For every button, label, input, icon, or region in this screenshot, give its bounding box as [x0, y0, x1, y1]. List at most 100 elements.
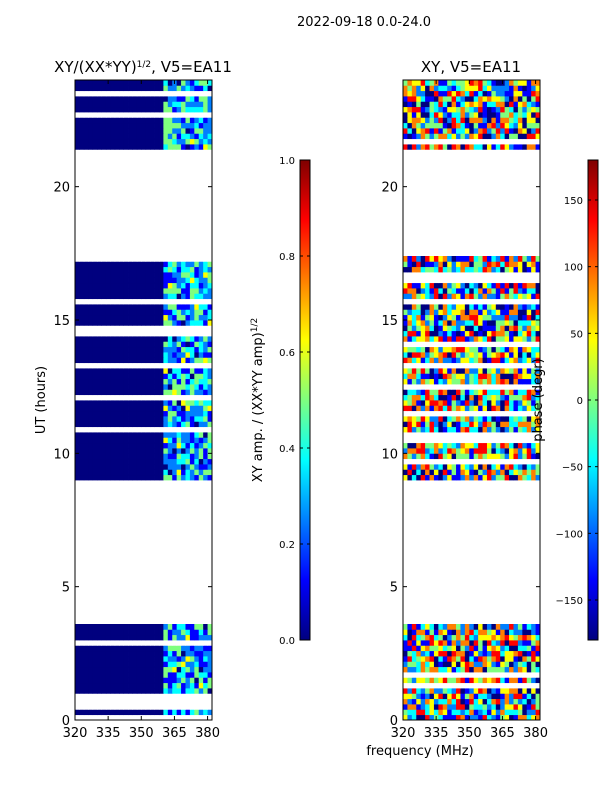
- heatmap-cell: [460, 666, 466, 673]
- heatmap-cell: [482, 677, 488, 684]
- heatmap-cell: [456, 117, 461, 124]
- heatmap-cell: [411, 80, 417, 86]
- heatmap-cell: [110, 698, 116, 705]
- heatmap-cell: [198, 352, 204, 358]
- heatmap-cell: [526, 362, 532, 369]
- heatmap-cell: [456, 405, 461, 412]
- heatmap-cell: [150, 85, 155, 92]
- heatmap-cell: [185, 405, 191, 412]
- heatmap-cell: [425, 112, 430, 118]
- heatmap-cell: [513, 698, 519, 705]
- heatmap-cell: [469, 624, 475, 630]
- heatmap-cell: [478, 298, 483, 305]
- heatmap-cell: [517, 298, 523, 305]
- heatmap-cell: [438, 341, 444, 348]
- heatmap-cell: [172, 640, 178, 646]
- heatmap-cell: [491, 106, 497, 113]
- colorbar-tick-label: 150: [564, 196, 583, 207]
- heatmap-cell: [403, 304, 408, 310]
- heatmap-cell: [185, 293, 191, 300]
- heatmap-cell: [75, 309, 80, 316]
- heatmap-cell: [101, 389, 107, 396]
- heatmap-cell: [429, 426, 435, 433]
- heatmap-cell: [456, 128, 461, 134]
- heatmap-cell: [531, 416, 536, 422]
- heatmap-cell: [123, 362, 129, 369]
- heatmap-cell: [145, 704, 151, 710]
- heatmap-cell: [535, 672, 540, 678]
- heatmap-cell: [491, 421, 497, 428]
- heatmap-cell: [105, 133, 111, 140]
- heatmap-cell: [464, 362, 470, 369]
- heatmap-cell: [167, 325, 173, 332]
- heatmap-cell: [167, 256, 173, 262]
- heatmap-cell: [141, 261, 147, 268]
- heatmap-cell: [535, 282, 540, 289]
- heatmap-cell: [176, 325, 182, 332]
- heatmap-cell: [460, 629, 466, 636]
- heatmap-cell: [433, 96, 439, 102]
- heatmap-cell: [88, 138, 94, 145]
- heatmap-cell: [123, 704, 129, 710]
- heatmap-cell: [513, 144, 519, 150]
- heatmap-cell: [158, 304, 164, 310]
- heatmap-cell: [92, 101, 98, 108]
- heatmap-cell: [526, 373, 532, 380]
- heatmap-cell: [123, 144, 129, 150]
- heatmap-cell: [132, 421, 138, 428]
- heatmap-cell: [185, 416, 191, 422]
- heatmap-cell: [136, 624, 142, 630]
- heatmap-cell: [79, 650, 85, 657]
- heatmap-cell: [110, 656, 116, 662]
- heatmap-cell: [517, 624, 523, 630]
- heatmap-cell: [172, 629, 178, 636]
- heatmap-cell: [189, 128, 195, 134]
- heatmap-cell: [136, 362, 142, 369]
- heatmap-cell: [176, 474, 182, 481]
- heatmap-cell: [198, 714, 204, 720]
- heatmap-cell: [158, 624, 164, 630]
- heatmap-cell: [513, 453, 519, 460]
- heatmap-cell: [504, 677, 510, 684]
- heatmap-cell: [486, 373, 492, 380]
- heatmap-cell: [447, 357, 453, 364]
- heatmap-cell: [207, 96, 212, 102]
- heatmap-cell: [123, 346, 129, 353]
- heatmap-cell: [464, 426, 470, 433]
- heatmap-cell: [79, 704, 85, 710]
- heatmap-cell: [438, 288, 444, 294]
- heatmap-cell: [203, 261, 208, 268]
- heatmap-cell: [132, 288, 138, 294]
- heatmap-cell: [167, 261, 173, 268]
- heatmap-cell: [513, 469, 519, 476]
- heatmap-cell: [114, 330, 120, 337]
- heatmap-cell: [482, 650, 488, 657]
- heatmap-cell: [442, 288, 448, 294]
- heatmap-cell: [145, 416, 151, 422]
- heatmap-cell: [114, 368, 120, 374]
- heatmap-cell: [141, 320, 147, 326]
- heatmap-cell: [482, 464, 488, 470]
- heatmap-cell: [531, 96, 536, 102]
- heatmap-cell: [526, 394, 532, 401]
- heatmap-cell: [456, 682, 461, 689]
- heatmap-cell: [176, 128, 182, 134]
- amplitude-axes-frame: [74, 79, 213, 721]
- heatmap-cell: [411, 261, 417, 268]
- heatmap-cell: [442, 298, 448, 305]
- heatmap-cell: [198, 698, 204, 705]
- heatmap-cell: [158, 709, 164, 716]
- heatmap-cell: [194, 373, 200, 380]
- heatmap-cell: [478, 421, 483, 428]
- heatmap-cell: [425, 378, 430, 385]
- heatmap-cell: [522, 373, 528, 380]
- heatmap-cell: [411, 634, 417, 641]
- heatmap-cell: [88, 85, 94, 92]
- heatmap-cell: [451, 362, 457, 369]
- heatmap-cell: [509, 266, 514, 273]
- heatmap-cell: [75, 106, 80, 113]
- heatmap-cell: [526, 704, 532, 710]
- heatmap-cell: [181, 320, 186, 326]
- heatmap-cell: [189, 666, 195, 673]
- heatmap-cell: [513, 432, 519, 438]
